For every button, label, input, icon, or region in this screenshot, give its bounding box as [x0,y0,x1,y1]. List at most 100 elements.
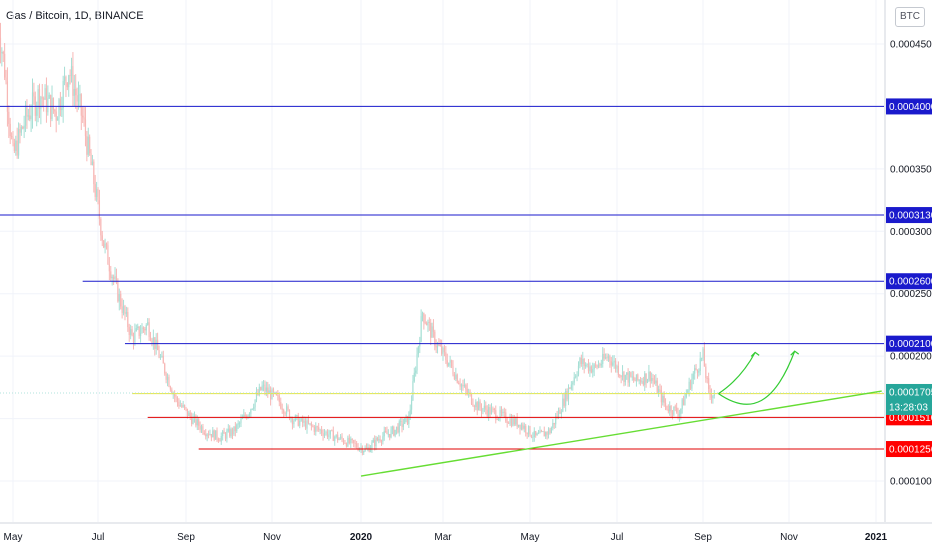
candle-body [660,390,662,403]
bar-countdown-tag: 13:28:03 [889,402,928,413]
candle-body [688,381,690,391]
candle-body [404,418,406,424]
candle-body [420,316,422,342]
candle-body [13,143,15,151]
candle-body [662,395,664,403]
candle-body [250,409,252,414]
candle-body [476,402,478,411]
candle-body [137,326,139,329]
candle-body [552,422,554,429]
candle-body [689,381,692,389]
candle-body [367,447,369,449]
candle-body [231,429,234,435]
projection-arrow[interactable] [718,350,796,405]
candle-body [667,409,669,412]
bar-countdown-tag-bg [886,398,932,415]
candle-body [331,430,333,432]
candle-body [149,336,152,341]
candle-body [423,313,425,323]
candle-body [152,337,154,343]
candle-body [247,415,249,419]
candle-body [29,115,31,120]
candle-body [69,75,71,77]
candle-body [233,426,235,435]
candle-body [395,426,398,430]
candle-body [400,420,402,422]
candle-body [82,115,84,118]
candle-body [217,438,220,441]
candle-body [4,53,6,78]
candle-body [147,322,149,325]
x-tick-label: 2020 [350,532,373,543]
candle-body [47,98,49,113]
support-trendline[interactable] [360,390,882,477]
candle-body [442,347,444,354]
last-price-tag-bg [886,383,932,400]
candle-body [583,358,585,367]
candle-body [492,408,494,410]
candle-body [98,200,101,219]
candle-body [488,407,490,416]
candle-body [91,161,94,166]
candle-body [607,355,610,359]
candle-body [593,364,595,370]
candle-body [682,399,685,406]
levels-layer[interactable] [0,105,884,450]
x-tick-label: Mar [434,532,452,543]
x-tick-label: Sep [694,532,712,543]
candle-body [706,378,708,379]
candle-body [678,414,681,417]
candle-body [43,98,45,100]
candle-body [417,346,419,355]
candle-body [579,357,581,366]
candle-body [443,347,446,353]
candle-body [243,414,245,418]
candle-body [303,420,305,423]
candle-body [499,409,501,419]
candle-body [523,425,525,429]
candle-body [89,136,91,154]
candle-body [363,451,365,453]
candle-body [469,392,471,394]
candle-body [473,405,475,408]
candle-body [322,433,324,436]
candle-body [708,378,710,389]
x-tick-label: Jul [92,532,105,543]
time-axis[interactable]: May Jul Sep Nov 2020 Mar May Jul Sep Nov 2021 [0,522,932,543]
candle-body [281,408,283,410]
candle-body [613,360,615,363]
candle-body [9,123,11,137]
candle-body [165,373,167,380]
candle-body [321,429,323,434]
candle-body [406,415,409,425]
candle-body [546,432,548,435]
candle-body [695,368,697,370]
candle-body [576,374,578,377]
candle-body [562,398,564,412]
candle-body [61,108,63,111]
level-price-tag: 0.0002600 [889,277,932,288]
candle-body [132,335,135,343]
candle-body [182,405,184,407]
x-tick-label: May [521,532,540,543]
candle-body [296,415,298,416]
candle-body [159,356,162,358]
candle-body [171,389,173,394]
candle-body [374,439,376,447]
candle-body [344,443,346,444]
candle-body [559,410,561,414]
x-tick-label: Sep [177,532,195,543]
candle-body [621,371,624,377]
currency-badge[interactable]: BTC [895,7,925,27]
candle-body [490,408,493,415]
candle-body [648,371,650,380]
candle-body [175,396,177,398]
candle-body [486,409,488,416]
candle-body [54,109,56,112]
projection-arrow[interactable] [718,352,756,395]
trendline-layer[interactable] [360,350,882,477]
candle-body [117,280,119,302]
x-tick-label: Nov [263,532,281,543]
candle-body [73,88,75,96]
